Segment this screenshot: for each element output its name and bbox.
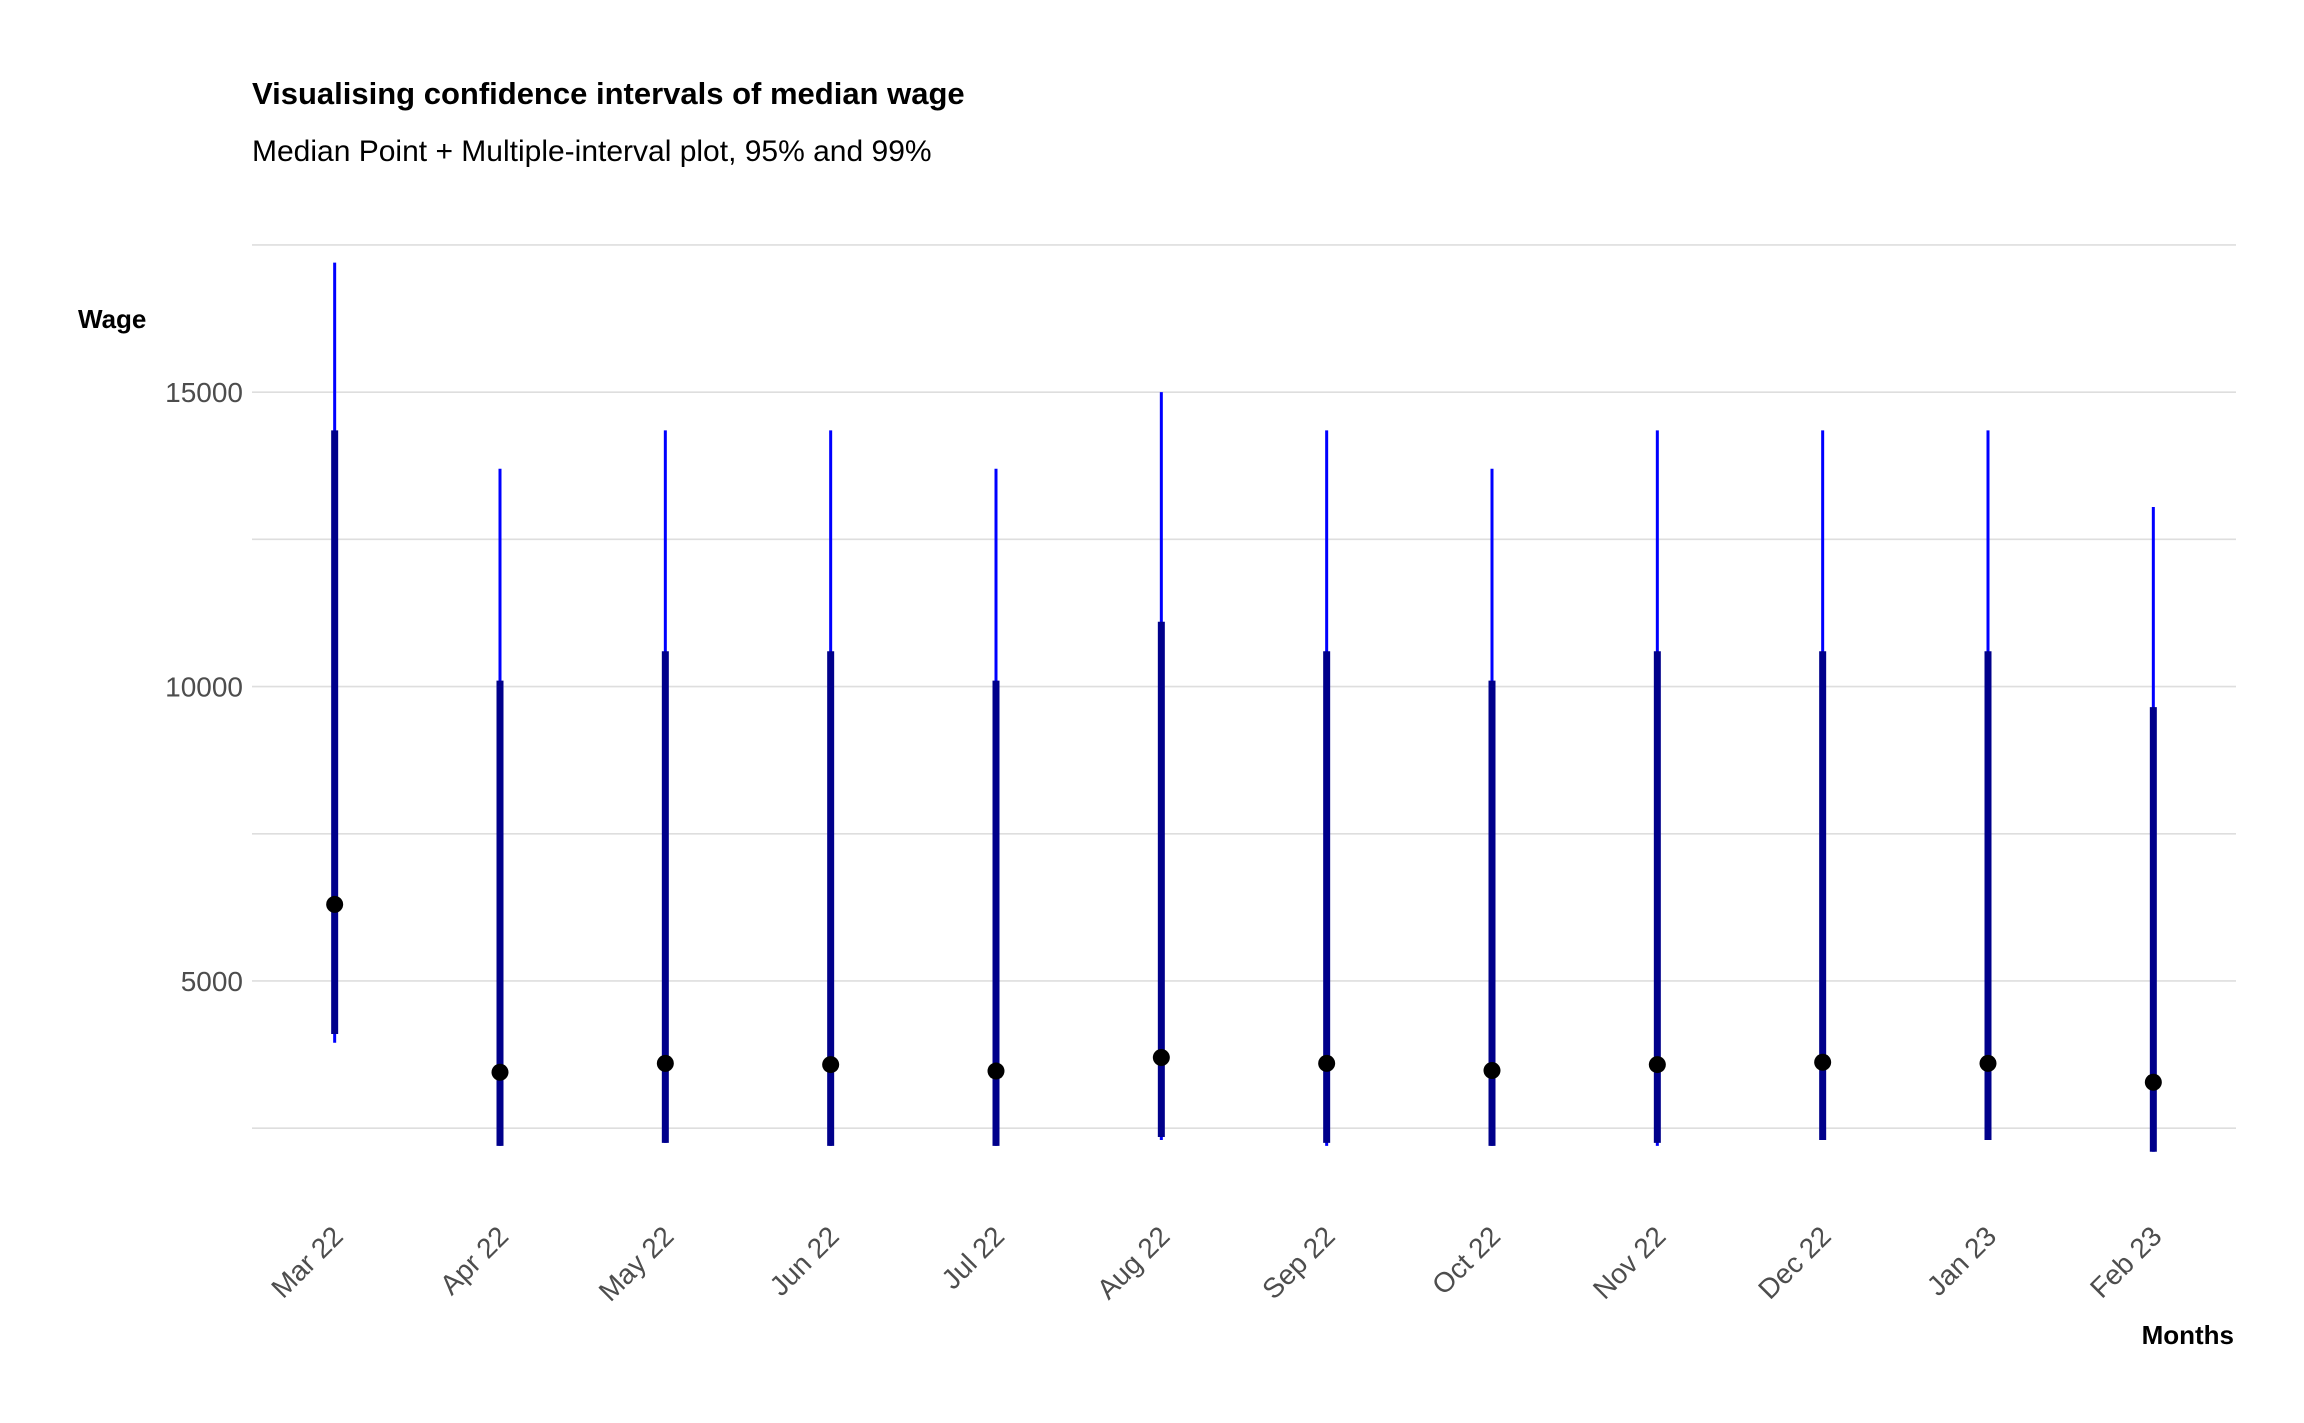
median-point-1 (491, 1063, 509, 1081)
x-tick-label: Sep 22 (1256, 1220, 1341, 1305)
x-tick-label: Mar 22 (265, 1220, 349, 1304)
median-point-11 (2144, 1073, 2162, 1091)
median-point-2 (656, 1054, 674, 1072)
median-point-3 (822, 1056, 840, 1074)
x-tick-label: Aug 22 (1091, 1220, 1176, 1305)
y-tick-label: 5000 (181, 966, 243, 997)
x-tick-labels: Mar 22 Apr 22 May 22 Jun 22 Jul 22 Aug 22 Sep … (265, 1220, 2167, 1307)
grid-lines (252, 244, 2236, 1129)
median-point-5 (1152, 1049, 1170, 1067)
x-tick-label: Apr 22 (434, 1220, 514, 1300)
y-tick-labels: 5000 10000 15000 (165, 377, 243, 997)
chart-subtitle: Median Point + Multiple-interval plot, 9… (252, 135, 932, 168)
median-point-7 (1483, 1061, 1501, 1079)
x-tick-label: Feb 23 (2084, 1220, 2168, 1304)
median-point-0 (326, 895, 344, 913)
median-point-10 (1979, 1054, 1997, 1072)
x-tick-label: Jul 22 (935, 1220, 1010, 1295)
x-tick-label: Jun 22 (764, 1220, 845, 1301)
x-tick-label: Dec 22 (1752, 1220, 1837, 1305)
interval-marks (326, 262, 2162, 1152)
y-axis-title: Wage (78, 304, 146, 334)
x-axis-title: Months (2142, 1320, 2234, 1350)
x-tick-label: Jan 23 (1921, 1220, 2002, 1301)
y-tick-label: 10000 (165, 672, 243, 703)
median-point-8 (1648, 1056, 1666, 1074)
x-tick-label: Nov 22 (1587, 1220, 1672, 1305)
median-point-6 (1318, 1054, 1336, 1072)
x-tick-label: May 22 (593, 1220, 680, 1307)
median-point-4 (987, 1062, 1005, 1080)
chart-title: Visualising confidence intervals of medi… (252, 76, 965, 111)
x-tick-label: Oct 22 (1426, 1220, 1506, 1300)
median-point-9 (1814, 1053, 1832, 1071)
y-tick-label: 15000 (165, 377, 243, 408)
